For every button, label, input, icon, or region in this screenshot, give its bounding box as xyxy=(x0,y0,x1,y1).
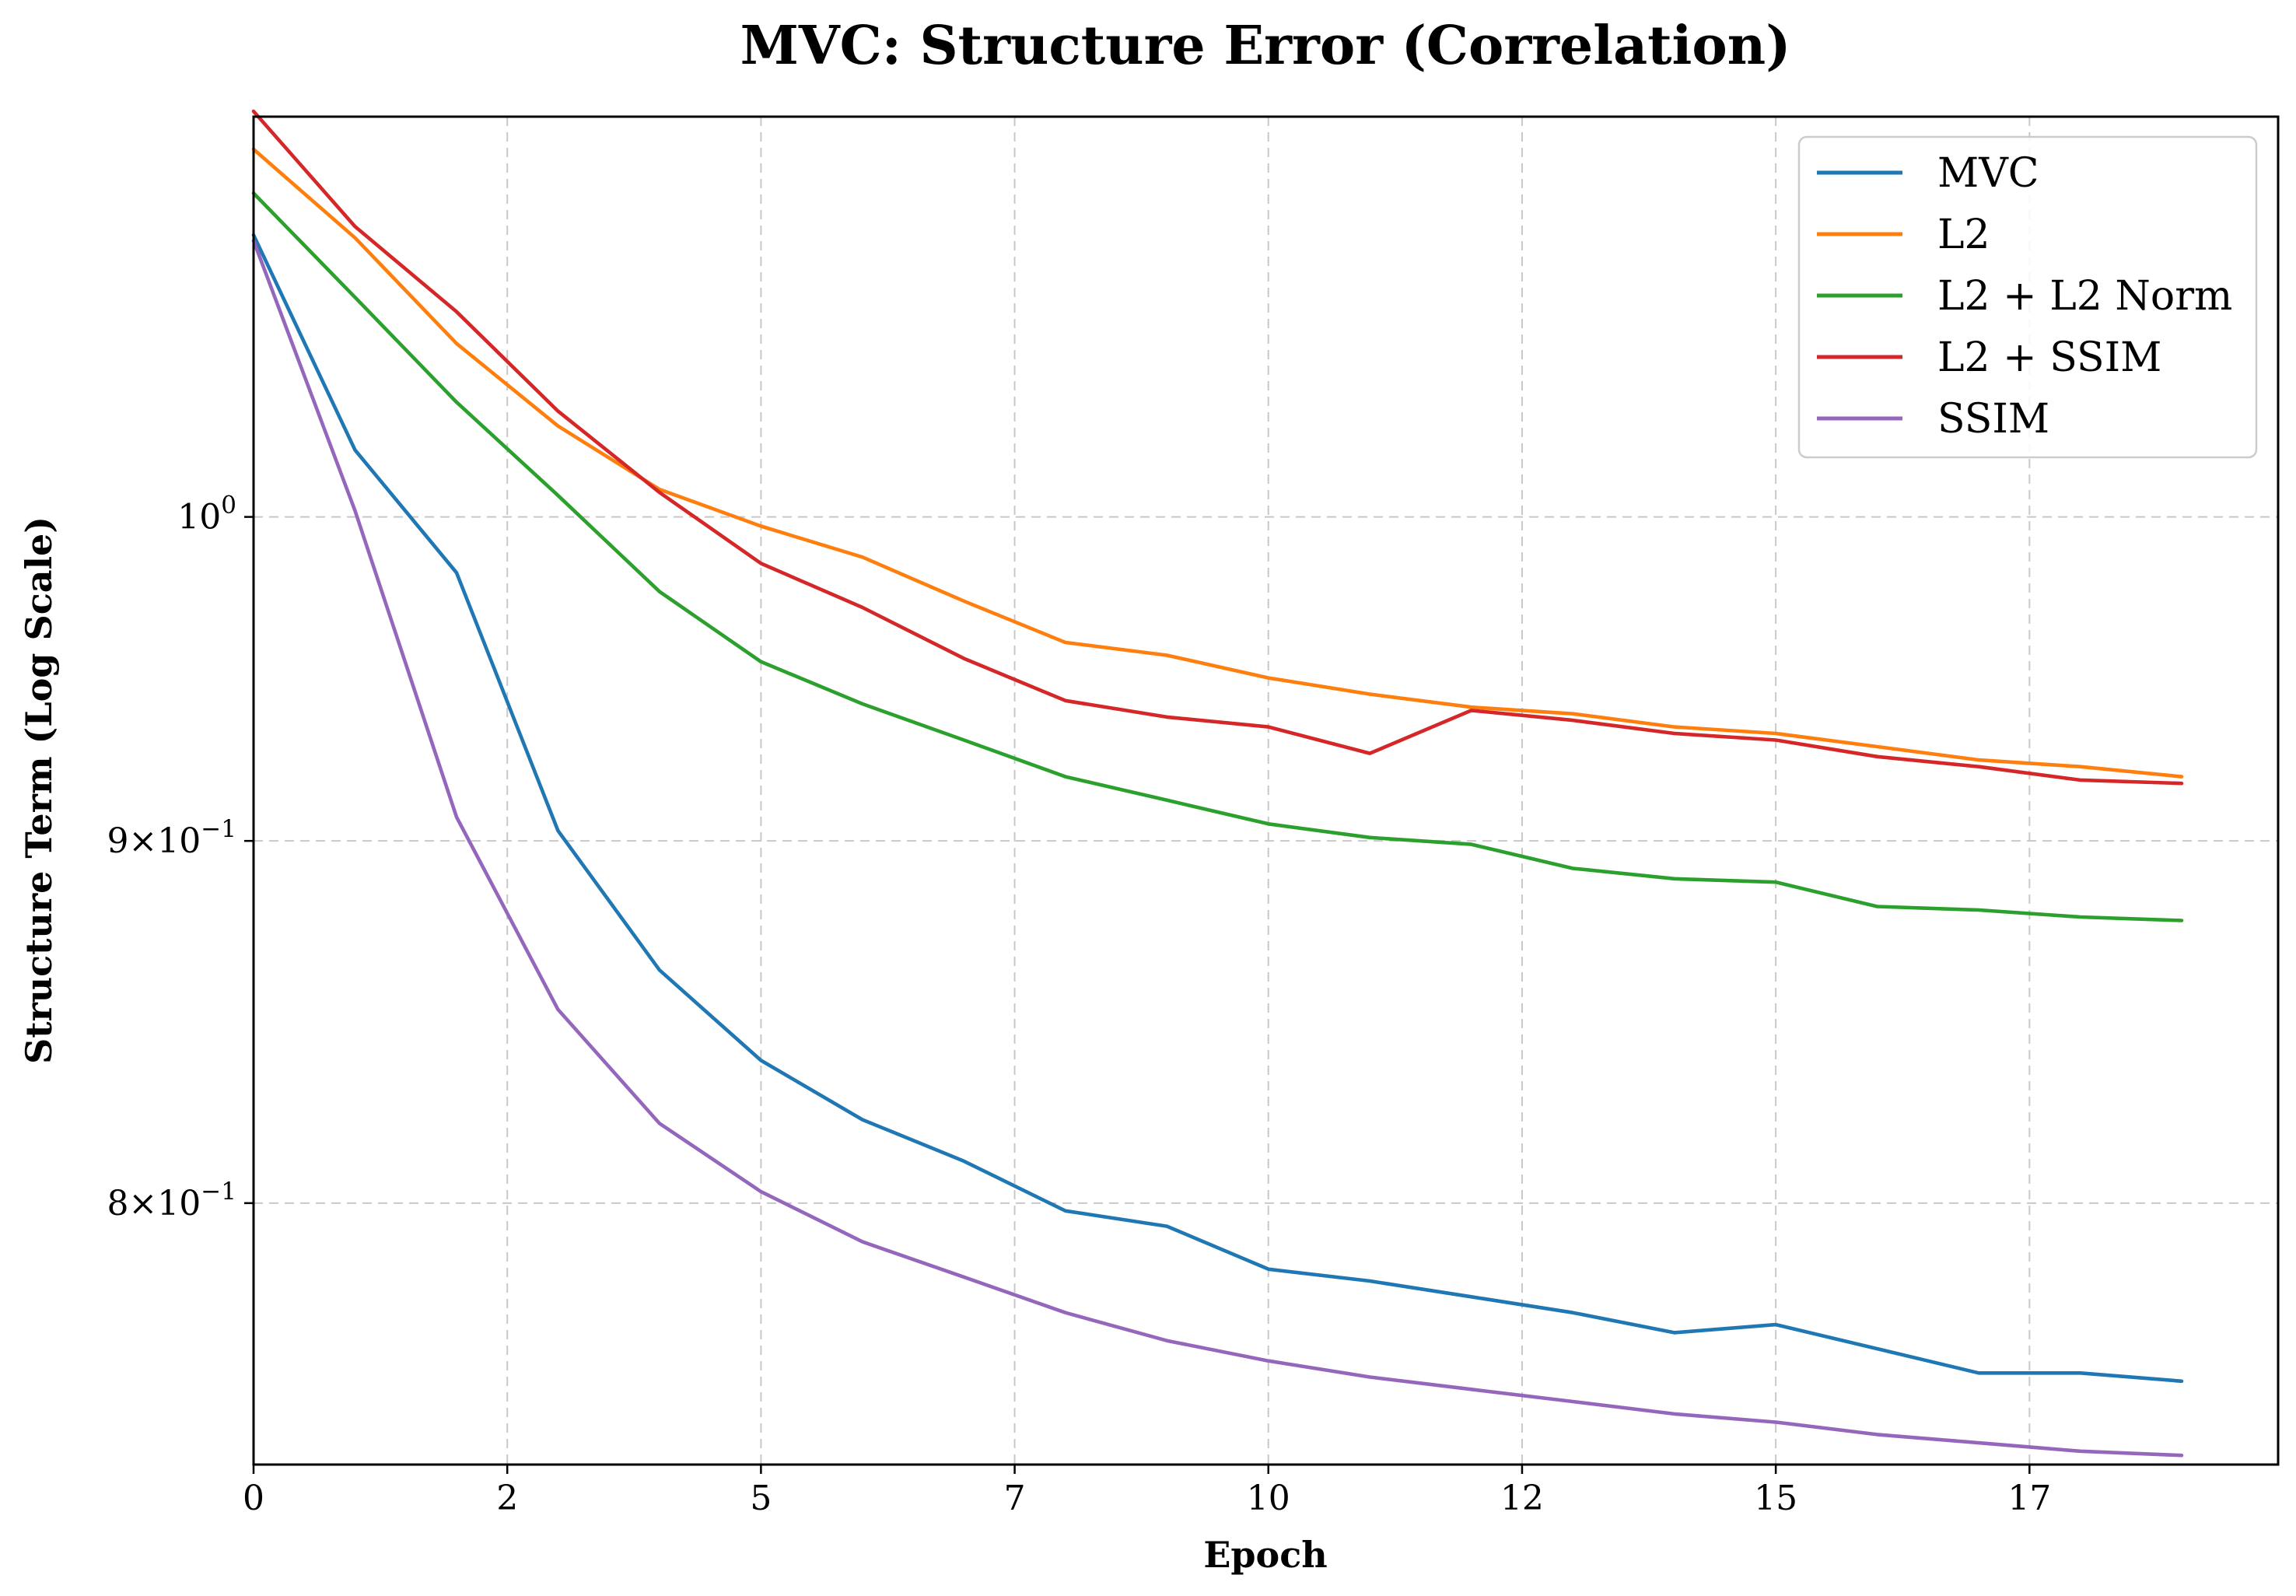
y-tick-label: 8×10−1 xyxy=(107,1178,236,1223)
legend-label-mvc: MVC xyxy=(1937,150,2039,197)
x-tick-label: 15 xyxy=(1754,1479,1797,1518)
legend-box xyxy=(1797,135,2258,459)
x-tick-label: 0 xyxy=(243,1479,264,1518)
legend-label-ssim: SSIM xyxy=(1937,396,2049,443)
x-tick-label: 10 xyxy=(1247,1479,1290,1518)
y-tick-label: 100 xyxy=(177,492,236,537)
y-tick-label-exponent: −1 xyxy=(201,815,236,843)
y-tick-label-base: 8×10 xyxy=(107,1184,201,1223)
y-tick-label-base: 10 xyxy=(177,498,221,537)
series-line-ssim xyxy=(251,239,2184,1458)
plot-area-frame xyxy=(252,115,2280,1466)
y-tick-label-exponent: −1 xyxy=(201,1178,236,1206)
series-line-mvc xyxy=(251,233,2184,1384)
y-axis-label: Structure Term (Log Scale) xyxy=(18,516,60,1064)
y-tick-label-base: 9×10 xyxy=(107,821,201,861)
x-tick-label: 12 xyxy=(1500,1479,1544,1518)
legend-label-l2: L2 xyxy=(1937,212,1990,258)
x-axis-label: Epoch xyxy=(1203,1534,1327,1576)
chart-title: MVC: Structure Error (Correlation) xyxy=(740,15,1791,77)
y-tick-label: 9×10−1 xyxy=(107,815,236,861)
x-tick-label: 17 xyxy=(2007,1479,2051,1518)
legend-label-l2-ssim: L2 + SSIM xyxy=(1937,334,2161,381)
series-lines xyxy=(251,109,2184,1458)
y-tick-label-exponent: 0 xyxy=(221,492,236,520)
x-axis-ticks: 0 2 5 7 10 12 15 17 xyxy=(243,1465,2051,1518)
series-line-l2-ssim xyxy=(251,109,2184,786)
x-tick-label: 2 xyxy=(496,1479,518,1518)
x-tick-label: 7 xyxy=(1004,1479,1026,1518)
legend: MVC L2 L2 + L2 Norm L2 + SSIM SSIM xyxy=(1797,135,2258,459)
legend-items: MVC L2 L2 + L2 Norm L2 + SSIM SSIM xyxy=(1817,150,2232,443)
legend-label-l2-l2-norm: L2 + L2 Norm xyxy=(1937,273,2232,320)
series-line-l2 xyxy=(251,147,2184,779)
x-tick-label: 5 xyxy=(750,1479,772,1518)
series-line-l2-l2-norm xyxy=(251,191,2184,922)
